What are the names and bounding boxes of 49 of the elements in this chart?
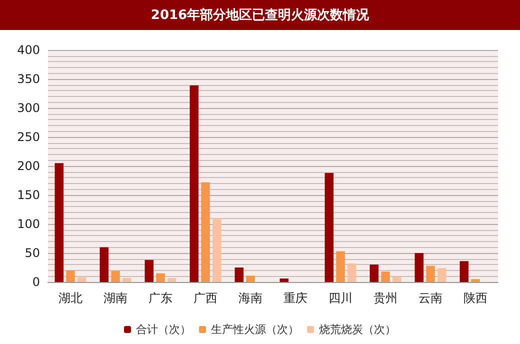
bar (460, 261, 468, 282)
bar (100, 247, 108, 282)
y-tick-label: 100 (17, 217, 40, 231)
bar (246, 276, 255, 282)
bar (168, 278, 176, 282)
bar (370, 264, 378, 282)
y-tick-label: 300 (17, 101, 40, 115)
y-tick-label: 50 (24, 246, 40, 260)
bar (471, 279, 480, 282)
x-tick-label: 贵州 (374, 291, 398, 305)
y-tick-label: 400 (17, 43, 40, 57)
y-tick-label: 350 (17, 72, 40, 86)
bar (234, 268, 244, 282)
x-tick-label: 海南 (238, 291, 262, 305)
bar (381, 272, 390, 282)
bar (324, 172, 334, 282)
bar (392, 276, 402, 282)
bar (336, 251, 345, 282)
y-tick-label: 0 (32, 275, 40, 289)
bar (54, 163, 64, 282)
bar (111, 270, 120, 282)
legend-label: 烧荒烧炭（次） (319, 323, 396, 336)
y-tick-label: 150 (17, 188, 40, 202)
bar (144, 260, 154, 282)
bar (66, 270, 75, 282)
bar (414, 253, 424, 282)
x-tick-label: 陕西 (464, 291, 488, 305)
x-tick-label: 湖南 (104, 291, 128, 305)
bar (190, 85, 198, 282)
x-tick-label: 广东 (148, 291, 172, 305)
bar (201, 182, 210, 282)
bar (78, 277, 86, 282)
bar (426, 266, 435, 282)
bar (438, 268, 446, 282)
bar (280, 278, 288, 282)
x-tick-label: 湖北 (58, 291, 82, 305)
y-tick-label: 200 (17, 159, 40, 173)
legend-label: 生产性火源（次） (211, 323, 299, 336)
x-tick-label: 云南 (418, 291, 442, 305)
legend-label: 合计（次） (136, 323, 191, 336)
bar (348, 263, 356, 282)
y-tick-label: 250 (17, 130, 40, 144)
x-tick-label: 重庆 (284, 291, 308, 305)
chart-title: 2016年部分地区已查明火源次数情况 (0, 0, 520, 30)
bar (156, 273, 165, 282)
bar (122, 278, 132, 282)
x-tick-label: 四川 (328, 291, 352, 305)
x-tick-label: 广西 (194, 291, 218, 305)
bar (212, 218, 222, 282)
